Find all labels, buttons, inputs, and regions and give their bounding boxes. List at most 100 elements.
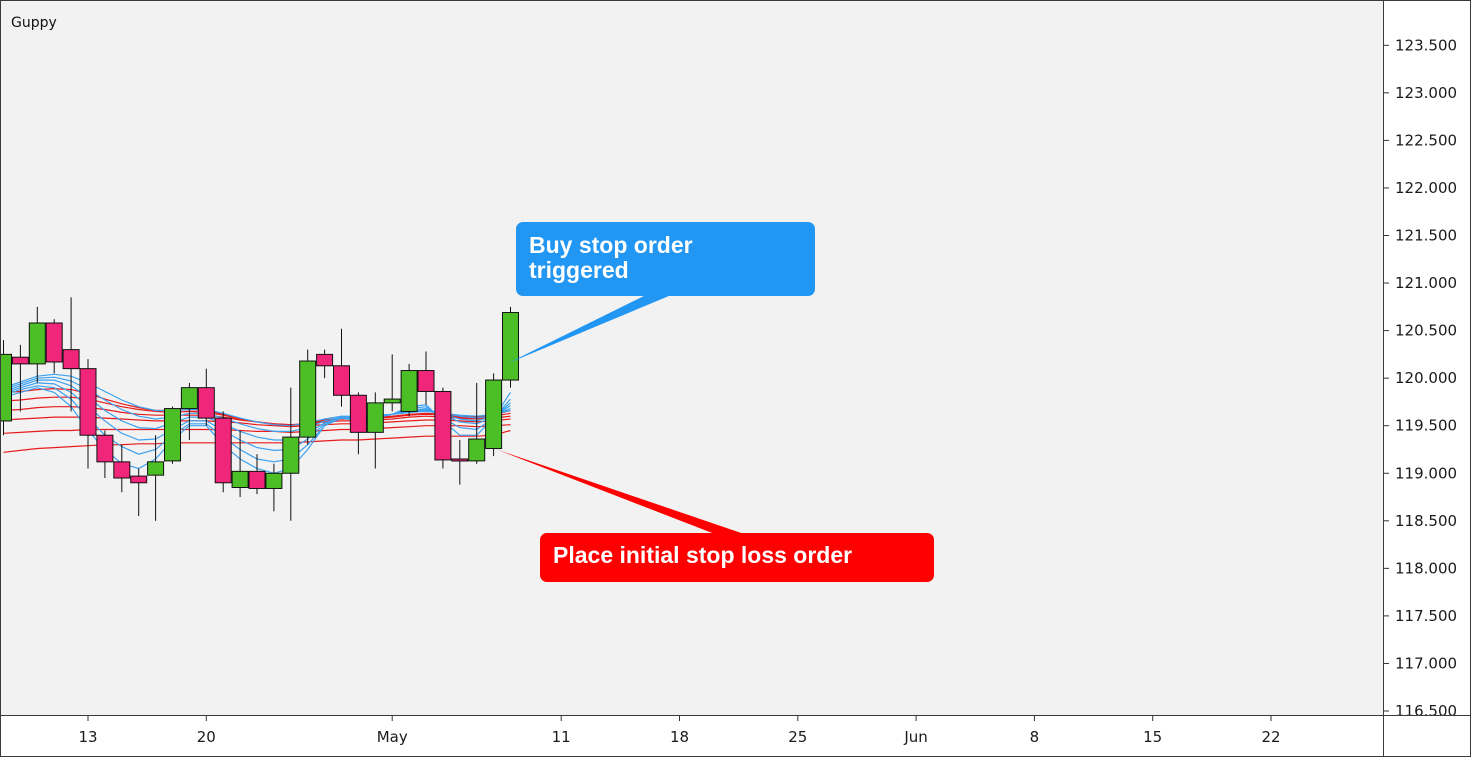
plot-background bbox=[0, 0, 1383, 715]
candle-body-up bbox=[383, 398, 401, 404]
candle bbox=[417, 351, 435, 405]
price-tick-label: 122.500 bbox=[1395, 131, 1457, 149]
candle bbox=[164, 406, 181, 464]
candle-body-down bbox=[451, 458, 469, 462]
candle bbox=[349, 392, 367, 455]
price-tick-label: 121.000 bbox=[1395, 274, 1457, 292]
candle-body-up bbox=[265, 472, 283, 489]
candle bbox=[248, 454, 266, 495]
candle-body-up bbox=[28, 322, 46, 365]
time-tick-label: 11 bbox=[552, 728, 571, 746]
candle bbox=[231, 430, 249, 498]
candle bbox=[383, 354, 401, 412]
candle bbox=[147, 435, 165, 521]
candle bbox=[45, 319, 63, 374]
candle bbox=[0, 340, 12, 436]
candle bbox=[366, 392, 384, 469]
price-tick-label: 120.000 bbox=[1395, 369, 1457, 387]
candle bbox=[400, 363, 418, 417]
candle-body-down bbox=[316, 353, 334, 367]
time-tick-label: 18 bbox=[670, 728, 689, 746]
candle-body-down bbox=[11, 356, 29, 365]
price-tick-label: 119.500 bbox=[1395, 417, 1457, 435]
price-tick-label: 121.500 bbox=[1395, 227, 1457, 245]
candle bbox=[434, 387, 452, 469]
price-tick-label: 117.000 bbox=[1395, 654, 1457, 672]
price-tick-label: 120.500 bbox=[1395, 322, 1457, 340]
candle-body-up bbox=[180, 387, 198, 410]
candle-body-up bbox=[164, 408, 181, 462]
time-tick-label: Jun bbox=[903, 728, 927, 746]
time-axis-background bbox=[0, 715, 1383, 757]
candle bbox=[265, 463, 283, 512]
candle-body-up bbox=[366, 402, 384, 433]
candle-body-down bbox=[434, 390, 452, 461]
candle-body-down bbox=[130, 475, 148, 484]
candle bbox=[28, 306, 46, 383]
price-tick-label: 118.500 bbox=[1395, 512, 1457, 530]
time-tick-label: 15 bbox=[1143, 728, 1162, 746]
candle-body-up bbox=[231, 470, 249, 489]
time-tick-label: 20 bbox=[197, 728, 216, 746]
candle-body-down bbox=[333, 365, 350, 396]
candle bbox=[502, 306, 519, 388]
price-tick-label: 123.500 bbox=[1395, 36, 1457, 54]
buy-stop-callout-line-1: Buy stop order bbox=[529, 232, 693, 258]
stop-loss-callout: Place initial stop loss order bbox=[540, 533, 934, 582]
candle-body-down bbox=[113, 461, 131, 479]
candle-body-up bbox=[147, 461, 165, 476]
buy-callout-pointer bbox=[506, 293, 676, 364]
candle bbox=[79, 359, 97, 469]
buy-stop-callout-line-2: triggered bbox=[529, 257, 629, 283]
candle bbox=[485, 373, 503, 457]
price-axis: 123.500 123.000 122.500 122.000 121.500 121.0… bbox=[1383, 36, 1457, 720]
candle bbox=[96, 430, 114, 479]
time-tick-label: 25 bbox=[788, 728, 807, 746]
candle-body-down bbox=[417, 370, 435, 392]
price-tick-label: 116.500 bbox=[1395, 702, 1457, 720]
candle bbox=[299, 349, 317, 445]
price-tick-label: 123.000 bbox=[1395, 84, 1457, 102]
time-tick-label: 13 bbox=[78, 728, 97, 746]
candle-body-up bbox=[299, 360, 317, 438]
candle bbox=[197, 368, 215, 426]
candle-body-down bbox=[197, 387, 215, 419]
candle-body-down bbox=[79, 368, 97, 436]
candles-group bbox=[0, 297, 519, 521]
stop-callout-pointer bbox=[496, 449, 750, 536]
price-tick-label: 119.000 bbox=[1395, 464, 1457, 482]
candle-body-up bbox=[468, 438, 486, 462]
candle bbox=[316, 349, 334, 379]
candle-body-down bbox=[248, 470, 266, 489]
time-axis: 13 20 May 11 18 25 Jun 8 15 22 bbox=[78, 715, 1281, 746]
candle-body-down bbox=[62, 349, 80, 370]
candle bbox=[62, 297, 80, 412]
candle-body-up bbox=[282, 436, 300, 474]
callout-pointers bbox=[496, 293, 750, 536]
candle-body-up bbox=[0, 353, 12, 422]
candle bbox=[282, 387, 300, 521]
candle bbox=[214, 411, 232, 493]
buy-stop-callout: Buy stop order triggered bbox=[516, 222, 815, 296]
time-tick-label: May bbox=[377, 728, 408, 746]
time-tick-label: 8 bbox=[1030, 728, 1040, 746]
time-tick-label: 22 bbox=[1261, 728, 1280, 746]
candle bbox=[468, 382, 486, 464]
candle-body-up bbox=[485, 379, 503, 450]
stop-loss-callout-line-1: Place initial stop loss order bbox=[553, 542, 853, 568]
candle-body-down bbox=[214, 417, 232, 484]
candle-body-down bbox=[45, 322, 63, 363]
candle bbox=[130, 468, 148, 517]
chart-title: Guppy bbox=[11, 15, 57, 31]
candle bbox=[180, 382, 198, 440]
price-tick-label: 122.000 bbox=[1395, 179, 1457, 197]
price-tick-label: 118.000 bbox=[1395, 559, 1457, 577]
candle bbox=[11, 344, 29, 412]
candle-body-down bbox=[96, 434, 114, 463]
candle-body-up bbox=[400, 370, 418, 412]
candle-body-up bbox=[502, 312, 519, 381]
candle bbox=[333, 328, 350, 407]
price-tick-label: 117.500 bbox=[1395, 607, 1457, 625]
candle bbox=[451, 439, 469, 485]
